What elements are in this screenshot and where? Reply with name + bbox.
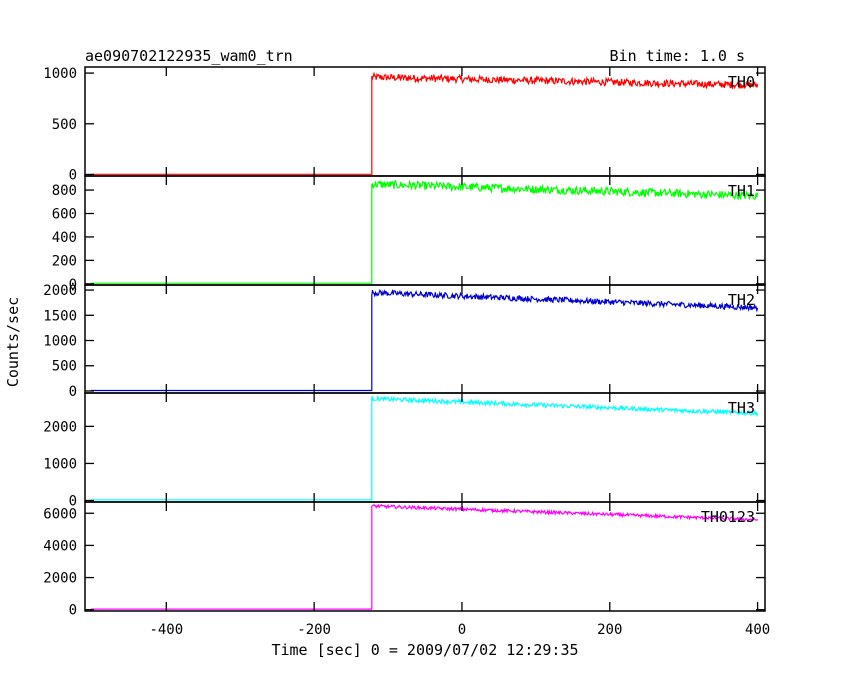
y-tick-label: 800 (52, 183, 77, 199)
panels-group: 0 500 1000 TH0 0 200 400 600 800 TH1 0 500 1000 1500 2… (43, 66, 766, 619)
x-tick-labels: -400 -200 0 200 400 (149, 622, 770, 638)
y-tick-label: 0 (69, 167, 77, 183)
series-th3 (90, 395, 759, 501)
panel-label-th0: TH0 (728, 73, 755, 91)
panel-label-th1: TH1 (728, 182, 755, 200)
y-tick-label: 200 (52, 253, 77, 269)
y-tick-label: 6000 (43, 506, 77, 522)
series-th0123 (90, 503, 759, 610)
y-tick-label: 4000 (43, 538, 77, 554)
panel-th3: 0 1000 2000 TH3 (43, 392, 766, 510)
y-tick-label: 2000 (43, 419, 77, 435)
y-tick-label: 600 (52, 207, 77, 223)
bin-time-label: Bin time: 1.0 s (610, 47, 745, 65)
panel-frame (84, 66, 766, 177)
x-axis-label: Time [sec] 0 = 2009/07/02 12:29:35 (271, 641, 578, 659)
y-tick-label: 2000 (43, 571, 77, 587)
y-axis-label: Counts/sec (4, 297, 22, 387)
y-tick-label: 400 (52, 230, 77, 246)
y-tick-label: 1000 (43, 66, 77, 82)
y-tick-label: 0 (69, 277, 77, 293)
x-tick-label: -400 (149, 622, 183, 638)
panel-frame (84, 284, 766, 394)
panel-frame (84, 501, 766, 612)
y-tick-label: 500 (52, 117, 77, 133)
panel-frame (84, 392, 766, 503)
y-tick-label: 0 (69, 384, 77, 400)
y-tick-label: 1000 (43, 334, 77, 350)
chart-title: ae090702122935_wam0_trn (85, 47, 293, 65)
x-tick-label: 400 (745, 622, 770, 638)
series-th0 (90, 71, 759, 175)
panel-th0123: 0 2000 4000 6000 TH0123 (43, 501, 766, 619)
x-tick-label: 0 (458, 622, 466, 638)
series-th1 (90, 179, 759, 284)
y-tick-label: 500 (52, 359, 77, 375)
panel-th2: 0 500 1000 1500 2000 TH2 (43, 283, 766, 400)
panel-label-th0123: TH0123 (701, 508, 755, 526)
x-tick-label: -200 (297, 622, 331, 638)
y-tick-label: 0 (69, 494, 77, 510)
panel-label-th3: TH3 (728, 399, 755, 417)
y-tick-label: 2000 (43, 283, 77, 299)
x-tick-label: 200 (597, 622, 622, 638)
panel-th0: 0 500 1000 TH0 (43, 66, 766, 183)
panel-label-th2: TH2 (728, 291, 755, 309)
panel-th1: 0 200 400 600 800 TH1 (52, 175, 766, 293)
y-tick-label: 1000 (43, 456, 77, 472)
series-th2 (90, 288, 759, 392)
y-tick-label: 0 (69, 603, 77, 619)
y-tick-label: 1500 (43, 308, 77, 324)
